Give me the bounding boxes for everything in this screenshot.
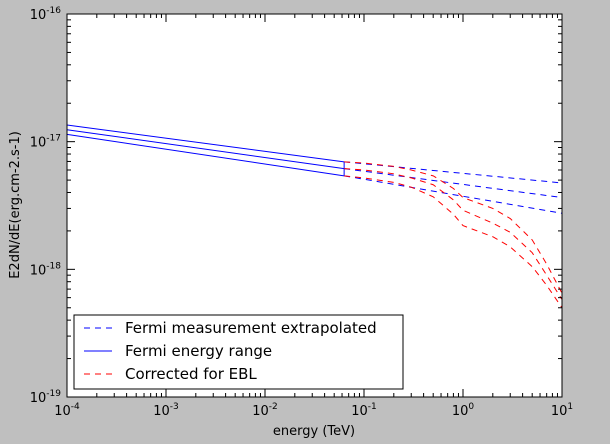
y-tick-label-0: 10-19 — [30, 389, 62, 406]
x-tick-label-4: 100 — [452, 402, 475, 419]
series-line-9 — [344, 168, 563, 300]
x-tick-label-2: 10-2 — [252, 402, 278, 419]
series-line-10 — [344, 175, 563, 309]
y-tick-label-3: 10-16 — [30, 6, 62, 23]
series-line-0 — [66, 124, 345, 163]
x-axis-label: energy (TeV) — [273, 424, 355, 439]
legend: Fermi measurement extrapolated Fermi ene… — [73, 314, 404, 390]
legend-label-fermi-range: Fermi energy range — [125, 342, 272, 360]
series-line-8 — [344, 161, 563, 294]
series-line-6 — [344, 175, 563, 214]
y-tick-label-2: 10-17 — [30, 134, 61, 151]
legend-label-extrapolated: Fermi measurement extrapolated — [125, 319, 377, 337]
x-tick-label-1: 10-3 — [153, 402, 179, 419]
plot-frame — [66, 13, 563, 398]
series-line-1 — [66, 129, 345, 170]
series-layer — [66, 124, 563, 309]
series-line-2 — [66, 133, 345, 177]
series-line-5 — [344, 168, 563, 199]
y-axis-label: E2dN/dE(erg.cm-2.s-1) — [8, 131, 23, 279]
x-tick-label-3: 10-1 — [351, 402, 377, 419]
y-tick-label-1: 10-18 — [30, 261, 62, 278]
x-tick-label-5: 101 — [551, 402, 573, 419]
tick-layer: 10-4 10-3 10-2 10-1 100 101 10-19 10-18 10-17 10-… — [30, 6, 573, 419]
legend-label-ebl: Corrected for EBL — [125, 365, 257, 383]
legend-box — [73, 314, 404, 390]
x-tick-label-0: 10-4 — [54, 402, 80, 419]
